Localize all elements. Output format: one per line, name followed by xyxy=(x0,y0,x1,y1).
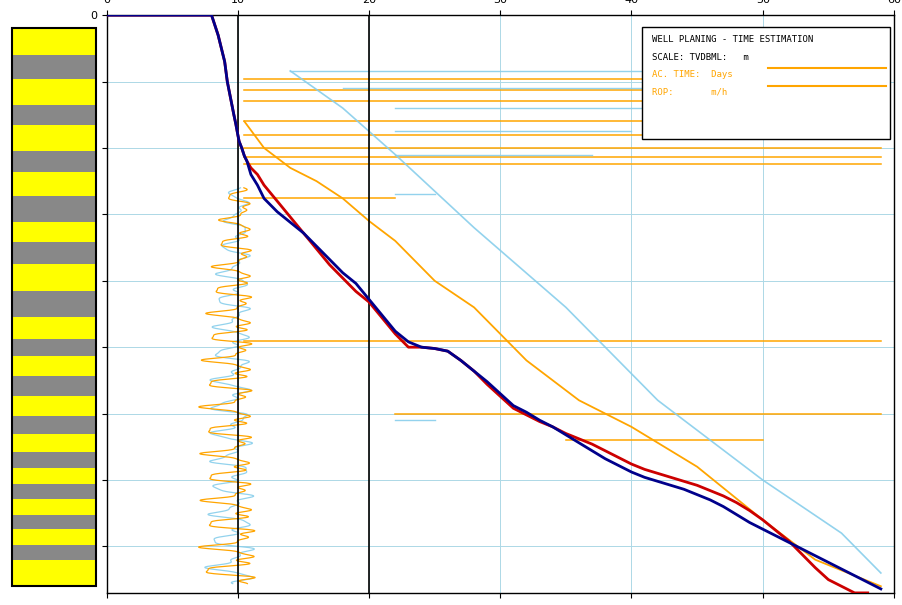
Bar xyxy=(13,339,96,356)
Text: WELL PLANING - TIME ESTIMATION: WELL PLANING - TIME ESTIMATION xyxy=(651,35,813,44)
Bar xyxy=(13,28,96,586)
Text: ROP:       m/h: ROP: m/h xyxy=(651,87,727,96)
Bar xyxy=(13,529,96,545)
Bar xyxy=(13,79,96,105)
Bar xyxy=(13,376,96,396)
Bar xyxy=(13,468,96,484)
Bar xyxy=(13,28,96,55)
Bar xyxy=(13,172,96,196)
Bar xyxy=(13,416,96,434)
Bar xyxy=(13,316,96,339)
Text: SCALE: TVDBML:   m: SCALE: TVDBML: m xyxy=(651,53,748,62)
Bar xyxy=(13,484,96,499)
Bar xyxy=(13,125,96,151)
Bar xyxy=(13,292,96,316)
Bar xyxy=(13,560,96,586)
FancyBboxPatch shape xyxy=(641,27,889,139)
Bar xyxy=(13,242,96,264)
Bar xyxy=(13,105,96,125)
Bar xyxy=(13,514,96,529)
Bar xyxy=(13,264,96,292)
Text: AC. TIME:  Days: AC. TIME: Days xyxy=(651,70,732,79)
Bar xyxy=(13,499,96,514)
Bar xyxy=(13,396,96,416)
Bar xyxy=(13,222,96,242)
Bar xyxy=(13,452,96,468)
Bar xyxy=(13,151,96,172)
Bar xyxy=(13,545,96,560)
Bar xyxy=(13,196,96,222)
Bar xyxy=(13,356,96,376)
Bar xyxy=(13,434,96,452)
Bar xyxy=(13,55,96,79)
